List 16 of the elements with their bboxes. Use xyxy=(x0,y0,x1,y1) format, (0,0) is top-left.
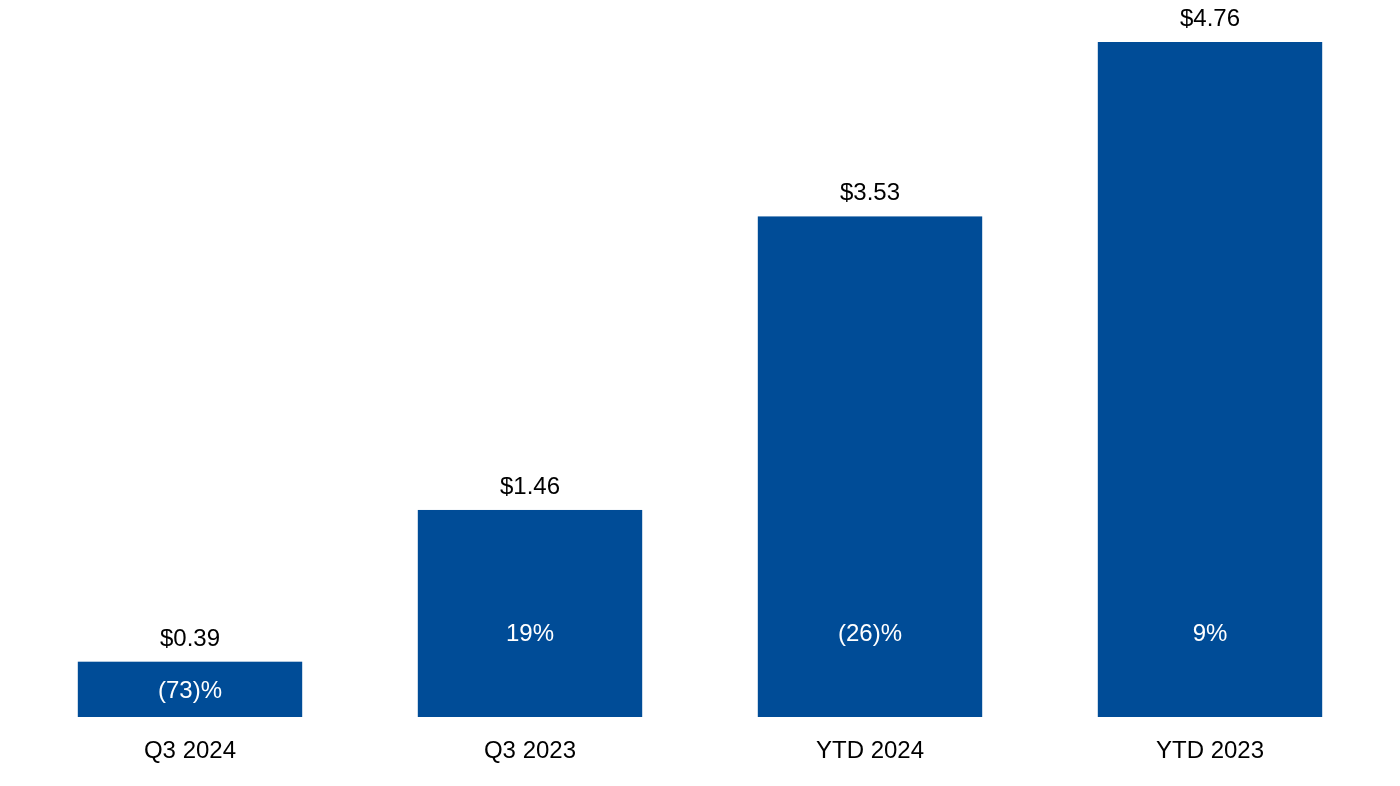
data-label: $1.46 xyxy=(499,471,561,499)
annotation: (26)% xyxy=(837,618,903,646)
bar xyxy=(77,661,303,717)
annotation: 9% xyxy=(1192,618,1228,646)
x-tick-label: YTD 2024 xyxy=(815,736,925,763)
annotation: (73)% xyxy=(157,675,223,703)
data-label: $4.76 xyxy=(1179,4,1241,31)
bar xyxy=(1097,42,1323,717)
bar xyxy=(757,216,983,717)
data-label: $0.39 xyxy=(159,623,221,651)
data-label: $3.53 xyxy=(839,178,901,206)
bar xyxy=(417,509,643,717)
annotation: 19% xyxy=(505,618,555,646)
x-tick-label: YTD 2023 xyxy=(1155,736,1265,763)
x-tick-label: Q3 2023 xyxy=(483,736,577,763)
x-tick-label: Q3 2024 xyxy=(143,736,237,763)
